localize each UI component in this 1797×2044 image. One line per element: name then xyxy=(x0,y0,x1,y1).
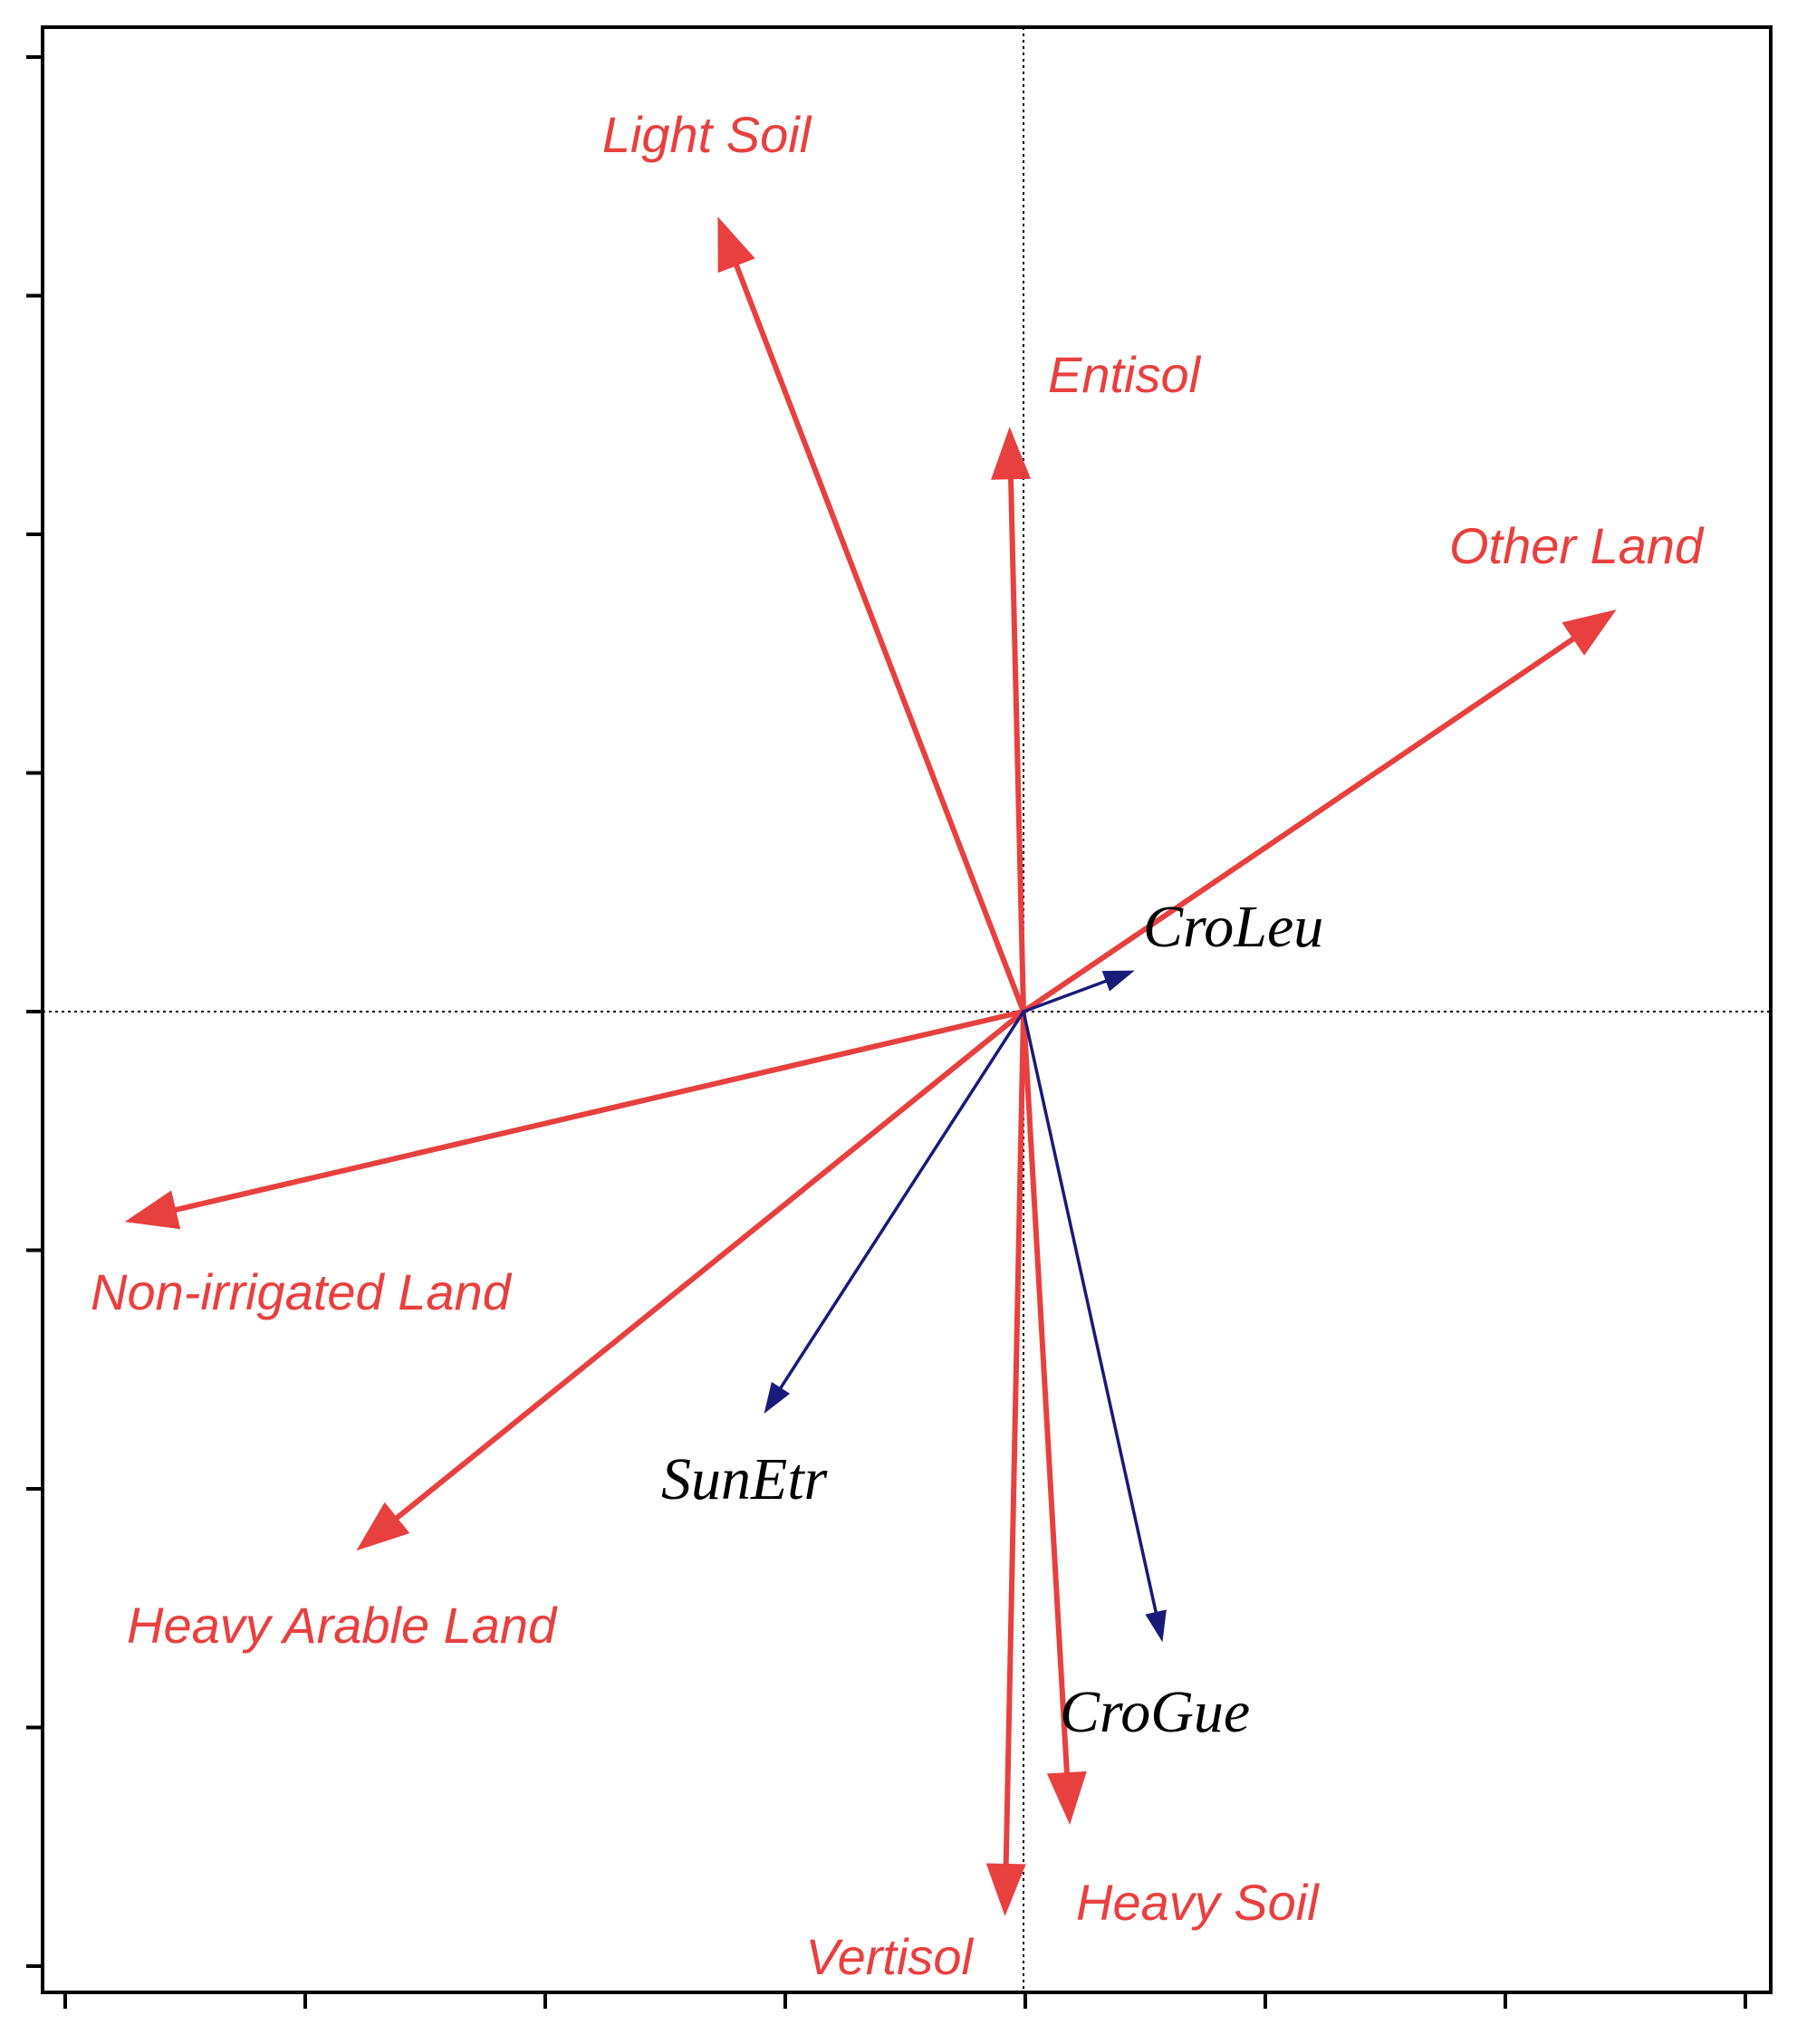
species-label-croleu: CroLeu xyxy=(1143,894,1323,960)
species-vector-crogue: CroGue xyxy=(1022,1010,1250,1745)
plot-border xyxy=(41,25,1773,1994)
env-arrow-entisol-shaft xyxy=(1008,476,1026,1014)
species-label-crogue: CroGue xyxy=(1060,1679,1250,1745)
species-arrow-croleu-head xyxy=(1101,970,1135,992)
env-label-entisol: Entisol xyxy=(1048,346,1202,403)
env-arrow-non-irrigated-land-shaft xyxy=(173,1009,1026,1213)
env-arrow-vertisol-shaft xyxy=(1003,1009,1026,1866)
env-vector-other-land: Other Land xyxy=(1021,517,1705,1014)
species-arrow-sunetr-head xyxy=(764,1381,791,1414)
env-arrow-entisol-head xyxy=(991,427,1032,480)
env-arrow-heavy-arable-land-head xyxy=(356,1502,410,1551)
env-arrow-non-irrigated-land-head xyxy=(124,1190,181,1230)
species-arrow-crogue-head xyxy=(1145,1609,1167,1643)
species-vector-croleu: CroLeu xyxy=(1022,894,1323,1013)
env-vector-non-irrigated-land: Non-irrigated Land xyxy=(91,1009,1026,1320)
env-arrow-vertisol-head xyxy=(985,1863,1026,1916)
env-label-other-land: Other Land xyxy=(1449,517,1705,574)
env-label-heavy-soil: Heavy Soil xyxy=(1076,1874,1320,1931)
env-label-vertisol: Vertisol xyxy=(805,1928,974,1985)
environmental-vectors: Light Soil Entisol Other Land Non-irrigated… xyxy=(91,106,1705,1985)
species-arrow-crogue-shaft xyxy=(1022,1010,1158,1614)
species-arrow-croleu-shaft xyxy=(1022,979,1108,1013)
env-label-light-soil: Light Soil xyxy=(602,106,812,163)
species-label-sunetr: SunEtr xyxy=(661,1446,828,1512)
species-vector-sunetr: SunEtr xyxy=(661,1010,1025,1512)
env-vector-heavy-soil: Heavy Soil xyxy=(1021,1009,1320,1931)
env-vector-entisol: Entisol xyxy=(991,346,1202,1014)
env-arrow-heavy-soil-head xyxy=(1046,1771,1087,1826)
env-arrow-light-soil-shaft xyxy=(734,263,1026,1014)
plot-frame xyxy=(26,25,1773,2009)
env-label-non-irrigated-land: Non-irrigated Land xyxy=(91,1263,513,1320)
env-arrow-light-soil-head xyxy=(717,216,755,273)
env-vector-vertisol: Vertisol xyxy=(805,1009,1026,1985)
env-label-heavy-arable-land: Heavy Arable Land xyxy=(127,1597,558,1654)
env-arrow-other-land-head xyxy=(1562,609,1617,656)
env-arrow-heavy-soil-shaft xyxy=(1021,1009,1070,1776)
env-arrow-other-land-shaft xyxy=(1021,636,1576,1014)
species-vectors: CroLeu SunEtr CroGue xyxy=(661,894,1323,1745)
species-arrow-sunetr-shaft xyxy=(779,1010,1025,1390)
env-arrow-heavy-arable-land-shaft xyxy=(394,1009,1026,1521)
env-vector-heavy-arable-land: Heavy Arable Land xyxy=(127,1009,1026,1654)
env-vector-light-soil: Light Soil xyxy=(602,106,1026,1014)
